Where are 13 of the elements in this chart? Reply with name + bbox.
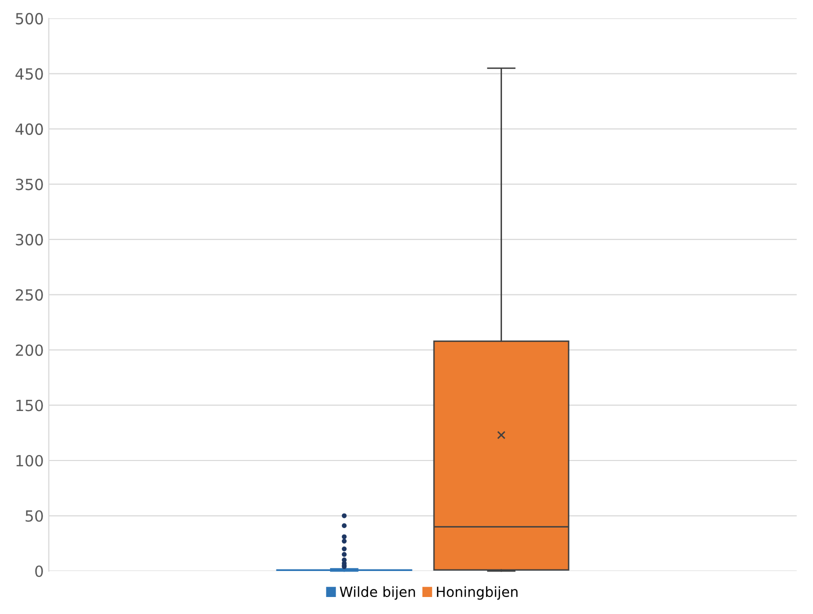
y-tick-label: 300 xyxy=(16,234,43,246)
y-tick-label: 450 xyxy=(16,68,43,80)
legend-label: Honingbijen xyxy=(436,586,518,600)
y-tick-label: 0 xyxy=(35,565,43,578)
y-tick-label: 100 xyxy=(16,454,43,467)
y-tick-label: 400 xyxy=(16,123,43,135)
y-tick-label: 200 xyxy=(16,344,43,356)
y-tick-label: 50 xyxy=(26,510,43,522)
y-tick-label: 150 xyxy=(16,400,43,412)
y-tick-label: 500 xyxy=(16,12,43,24)
legend-label: Wilde bijen xyxy=(340,586,415,600)
y-tick-label: 350 xyxy=(16,178,43,190)
y-tick-label: 250 xyxy=(16,289,43,301)
